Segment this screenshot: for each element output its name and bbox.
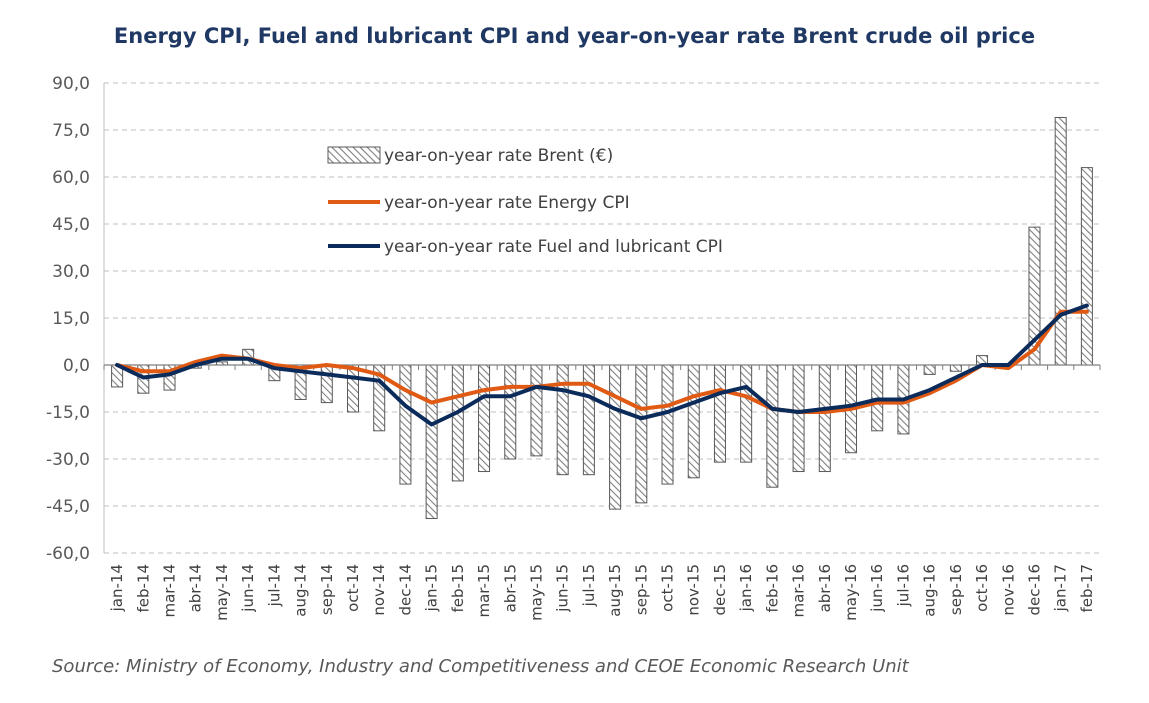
x-tick-label: jun-14 [239, 564, 257, 613]
x-tick-label: jan-17 [1052, 564, 1070, 612]
x-tick-label: oct-15 [659, 564, 677, 612]
y-axis: 90,0 75,0 60,0 45,0 30,0 15,0 0,0 -15,0 -30,0 -45… [46, 74, 105, 564]
y-tick-label: -30,0 [46, 450, 90, 470]
bar-aug-16 [923, 364, 936, 375]
x-tick-label: aug-16 [921, 564, 939, 617]
x-tick-label: may-14 [213, 564, 231, 621]
x-tick-label: may-16 [842, 564, 860, 621]
x-tick-label: feb-16 [763, 564, 781, 613]
legend: year-on-year rate Brent (€) year-on-year … [327, 146, 723, 257]
bar-sep-14 [320, 364, 333, 404]
y-tick-label: 15,0 [52, 309, 90, 329]
x-tick-label: jul-14 [265, 564, 283, 607]
source-note: Source: Ministry of Economy, Industry an… [52, 656, 909, 677]
x-tick-label: sep-15 [632, 564, 650, 615]
x-tick-label: sep-14 [318, 564, 336, 615]
bar-oct-14 [346, 364, 360, 413]
legend-label: year-on-year rate Fuel and lubricant CPI [384, 237, 723, 257]
x-tick-label: aug-14 [292, 564, 310, 617]
y-tick-label: 45,0 [52, 215, 90, 235]
bar-jun-15 [556, 364, 569, 476]
x-tick-label: nov-15 [685, 564, 703, 616]
x-tick-label: jan-15 [423, 564, 441, 612]
x-tick-label: abr-16 [816, 564, 834, 612]
bar-dec-15 [713, 364, 726, 463]
bar-feb-15 [451, 364, 464, 482]
bar-abr-15 [504, 364, 517, 460]
x-tick-label: nov-14 [370, 564, 388, 616]
bar-feb-17 [1080, 167, 1093, 366]
x-tick-label: jul-16 [894, 564, 912, 607]
x-axis: jan-14 feb-14 mar-14 abr-14 may-14 jun-14 jul-… [103, 364, 1101, 621]
x-tick-label: oct-16 [973, 564, 991, 612]
y-tick-label: 60,0 [52, 168, 90, 188]
x-tick-label: dec-16 [1025, 564, 1043, 616]
chart-title: Energy CPI, Fuel and lubricant CPI and y… [113, 24, 1036, 48]
grid-lines [104, 82, 1100, 554]
x-tick-label: dec-14 [396, 564, 414, 616]
bar-jan-16 [740, 364, 753, 463]
cpi-lines [115, 303, 1089, 427]
bar-oct-15 [661, 364, 674, 485]
x-tick-label: jun-15 [554, 564, 572, 613]
y-tick-label: -45,0 [46, 497, 90, 517]
x-tick-label: feb-15 [449, 564, 467, 613]
y-tick-label: -15,0 [46, 403, 90, 423]
energy-cpi-line [115, 309, 1089, 414]
x-tick-label: mar-15 [475, 564, 493, 618]
x-tick-label: sep-16 [947, 564, 965, 615]
bar-aug-15 [609, 364, 622, 510]
x-tick-label: jan-14 [108, 564, 126, 612]
bar-nov-15 [687, 364, 700, 479]
legend-swatch-brent [327, 146, 381, 164]
x-tick-label: abr-14 [187, 564, 205, 612]
bar-jan-15 [425, 364, 438, 520]
legend-label: year-on-year rate Brent (€) [384, 146, 613, 166]
y-tick-label: 30,0 [52, 262, 90, 282]
x-tick-label: dec-15 [711, 564, 729, 616]
x-tick-label: oct-14 [344, 564, 362, 612]
x-tick-label: jun-16 [868, 564, 886, 613]
x-tick-label: mar-16 [790, 564, 808, 618]
bar-sep-16 [949, 364, 962, 372]
x-tick-label: jul-15 [580, 564, 598, 607]
x-tick-label: mar-14 [161, 564, 179, 618]
x-tick-label: may-15 [527, 564, 545, 621]
legend-label: year-on-year rate Energy CPI [384, 193, 630, 213]
y-tick-label: -60,0 [46, 544, 90, 564]
x-tick-label: jan-16 [737, 564, 755, 612]
x-tick-label: aug-15 [606, 564, 624, 617]
bar-jan-17 [1054, 116, 1067, 366]
bar-may-15 [530, 364, 543, 457]
bar-feb-16 [766, 364, 779, 488]
bar-mar-15 [478, 364, 491, 473]
fuel-cpi-line [115, 303, 1089, 427]
x-tick-label: feb-17 [1078, 564, 1096, 613]
x-tick-label: abr-15 [501, 564, 519, 612]
bar-dec-14 [399, 364, 412, 485]
y-tick-label: 0,0 [63, 356, 90, 376]
bar-sep-15 [635, 364, 648, 504]
x-tick-label: feb-14 [134, 564, 152, 613]
bar-abr-16 [818, 364, 831, 473]
bar-jul-15 [582, 364, 595, 476]
y-tick-label: 75,0 [52, 121, 90, 141]
bar-mar-16 [792, 364, 805, 473]
y-tick-label: 90,0 [52, 74, 90, 94]
x-tick-label: nov-16 [999, 564, 1017, 616]
